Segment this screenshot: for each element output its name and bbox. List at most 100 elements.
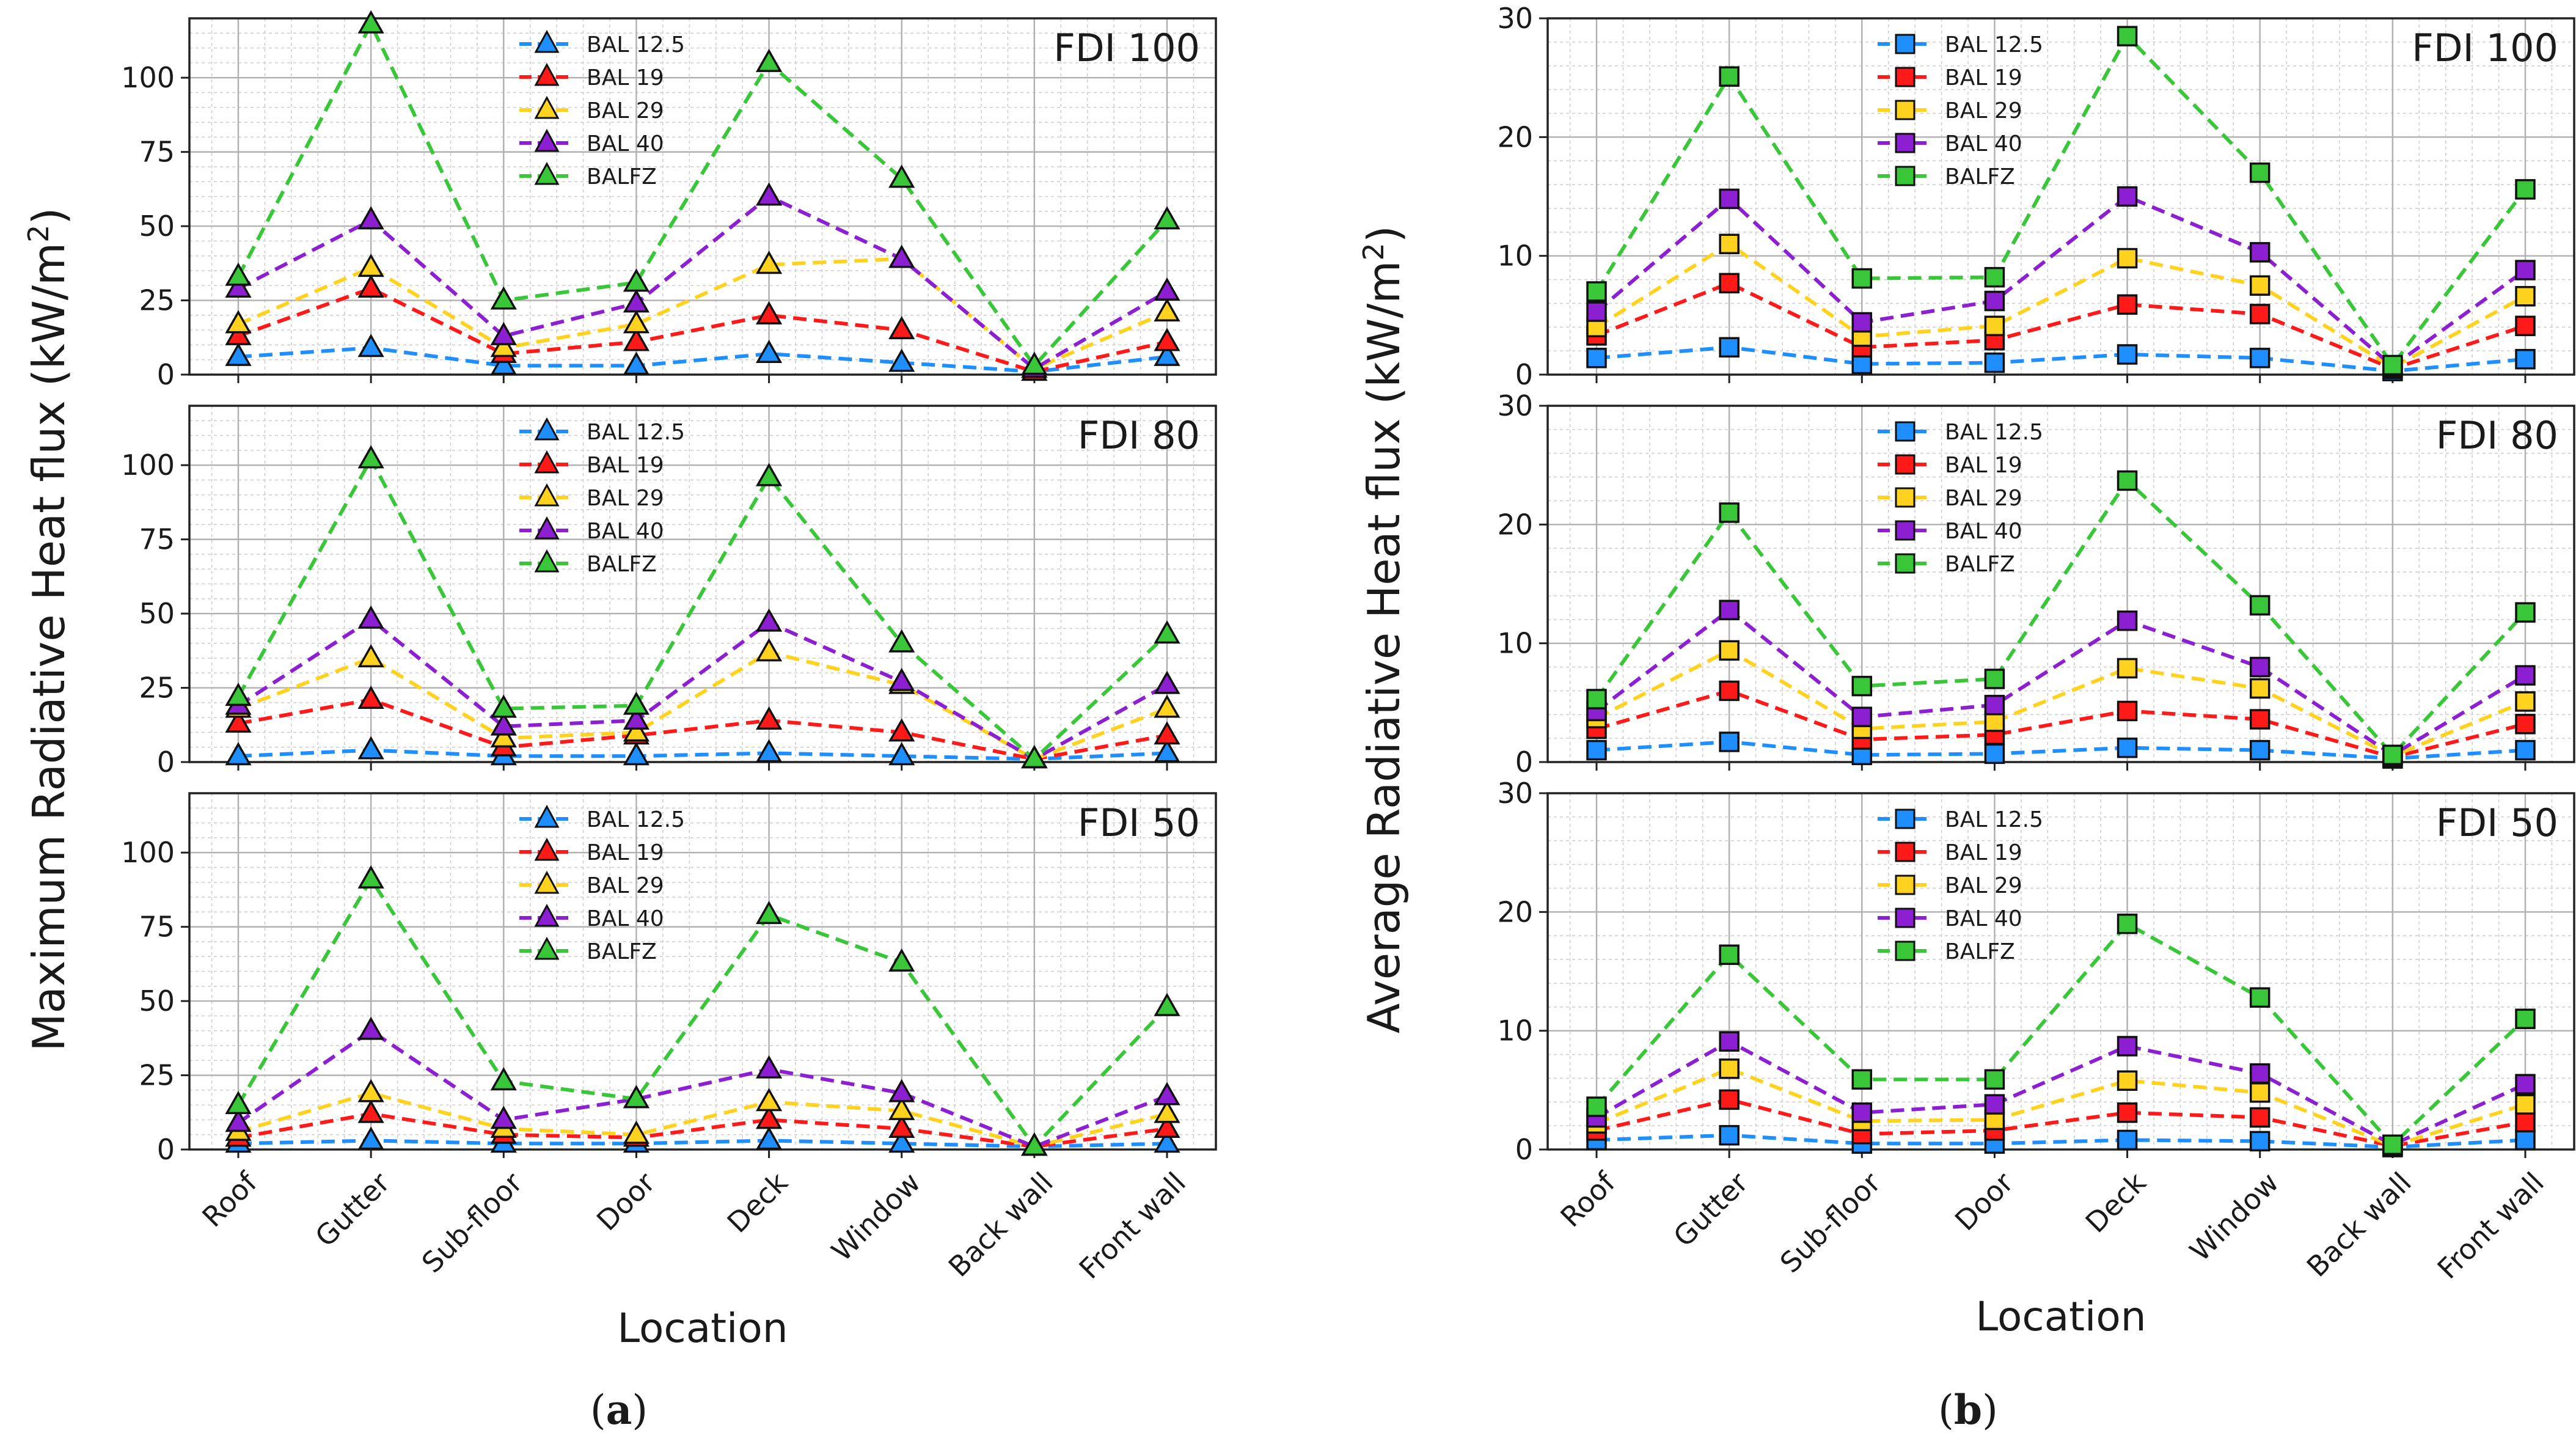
legend-marker (1895, 809, 1916, 829)
series-balfz (1586, 470, 2536, 766)
data-point (2117, 470, 2138, 491)
x-axis-label: Location (1975, 1293, 2146, 1340)
data-point (1719, 944, 1740, 966)
data-point (2382, 354, 2403, 376)
data-point (1154, 1114, 1180, 1138)
data-point (755, 251, 783, 274)
data-point (888, 244, 915, 268)
legend: BAL 12.5 BAL 19 BAL 29 BAL 40 BALFZ (519, 417, 685, 577)
data-point (2249, 739, 2270, 761)
legend-label: BAL 19 (1945, 453, 2022, 478)
data-point (357, 206, 384, 230)
data-point (623, 310, 650, 334)
series-line (236, 876, 1169, 1150)
data-point (1154, 1082, 1180, 1106)
data-point (2382, 744, 2403, 766)
data-point (2117, 1070, 2138, 1091)
data-point (755, 48, 783, 72)
x-tick-label: Sub-floor (1774, 1166, 1887, 1280)
y-tick-label: 100 (121, 449, 175, 482)
plot-frame (188, 17, 1217, 376)
data-point (755, 339, 783, 363)
data-point (357, 1079, 384, 1102)
data-point (1719, 66, 1740, 87)
data-point (755, 901, 783, 925)
legend-marker (1895, 100, 1916, 120)
legend-label: BAL 12.5 (1945, 32, 2043, 57)
x-tick-label: Sub-floor (415, 1166, 529, 1280)
x-tick-label: Roof (1554, 1165, 1622, 1234)
x-tick-label: Front wall (1073, 1166, 1192, 1285)
legend-marker (1895, 875, 1916, 895)
data-point (490, 334, 517, 358)
data-point (755, 638, 783, 662)
data-point (623, 718, 650, 742)
panel-b-3: 0 10 20 30 BAL 12.5 BAL 19 BAL 29 BAL 40 BALFZ FD… (1497, 2, 2575, 391)
legend-label: BAL 12.5 (587, 32, 685, 57)
legend-marker (1895, 34, 1916, 54)
legend-marker (1895, 133, 1916, 153)
series-line (1595, 477, 2527, 758)
data-point (1984, 1094, 2005, 1115)
data-point (2515, 739, 2536, 761)
data-point (225, 683, 252, 706)
y-tick-label: 25 (139, 284, 175, 317)
data-point (225, 709, 252, 733)
legend-label: BAL 19 (587, 840, 664, 865)
data-point (2117, 1036, 2138, 1057)
data-point (888, 1129, 915, 1153)
data-point (623, 691, 650, 715)
legend-label: BAL 40 (587, 906, 664, 931)
legend-label: BAL 40 (1945, 519, 2022, 544)
legend-marker (534, 936, 560, 960)
data-point (225, 274, 252, 298)
x-tick-label: Door (590, 1166, 661, 1237)
legend-marker (534, 837, 560, 861)
data-point (888, 742, 915, 766)
legend-marker (1895, 908, 1916, 928)
x-tick-label: Gutter (309, 1166, 396, 1253)
series-line (238, 697, 1168, 761)
data-point (1021, 351, 1048, 375)
series-line (237, 194, 1168, 371)
data-point (1984, 711, 2005, 732)
data-point (755, 1055, 783, 1079)
series-balfz (225, 10, 1180, 375)
series-line (1596, 345, 2526, 373)
data-point (1719, 1031, 1740, 1052)
data-point (1719, 640, 1740, 661)
data-point (2249, 987, 2270, 1008)
y-tick-label: 0 (1515, 746, 1533, 779)
data-point (1154, 694, 1180, 718)
data-point (2515, 315, 2536, 337)
legend-label: BAL 29 (1945, 98, 2022, 123)
data-point (888, 667, 915, 691)
series-bal-40 (225, 182, 1180, 378)
data-point (1851, 312, 1873, 333)
data-point (2249, 304, 2270, 324)
legend-marker (534, 804, 560, 828)
legend-label: BAL 29 (1945, 873, 2022, 898)
data-point (357, 865, 384, 889)
data-point (2515, 1129, 2536, 1151)
x-tick-label: Roof (196, 1165, 264, 1234)
data-point (623, 706, 650, 730)
series-bal-12-5 (1586, 732, 2536, 769)
y-tick-label: 100 (121, 61, 175, 94)
series-line (237, 286, 1168, 374)
series-line (238, 1091, 1168, 1149)
data-point (2249, 1082, 2270, 1103)
data-point (2117, 914, 2138, 934)
data-point (1154, 721, 1180, 745)
series-line (238, 748, 1168, 761)
legend-label: BAL 29 (587, 98, 664, 123)
legend-marker (1895, 553, 1916, 574)
x-tick-label: Back wall (2300, 1166, 2418, 1283)
series-line (1595, 1066, 2526, 1148)
y-tick-label: 25 (139, 672, 175, 705)
legend: BAL 12.5 BAL 19 BAL 29 BAL 40 BALFZ (1878, 420, 2043, 577)
data-point (357, 334, 384, 358)
data-point (357, 1016, 384, 1040)
data-point (1984, 743, 2005, 765)
